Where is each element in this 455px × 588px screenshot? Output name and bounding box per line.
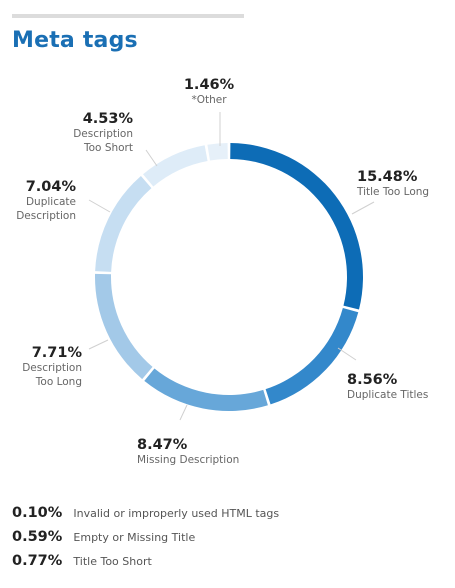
slice-percent-label: 8.56% xyxy=(347,372,398,388)
leader-line xyxy=(88,199,111,213)
leader-line xyxy=(179,404,188,421)
slice-name-label: Description Too Short xyxy=(73,128,133,154)
leader-line xyxy=(337,347,357,361)
slice-duplicate-description xyxy=(95,176,152,272)
slice-name-label: Duplicate Titles xyxy=(347,389,428,401)
top-divider xyxy=(12,14,244,18)
slice-name-label: *Other xyxy=(191,94,227,106)
other-breakdown-legend: 0.10% Invalid or improperly used HTML ta… xyxy=(12,502,279,574)
legend-percent: 0.10% xyxy=(12,505,63,521)
slice-percent-label: 4.53% xyxy=(83,111,134,127)
legend-item-title-too-short: 0.77% Title Too Short xyxy=(12,550,279,574)
legend-item-empty-missing-title: 0.59% Empty or Missing Title xyxy=(12,526,279,550)
legend-percent: 0.77% xyxy=(12,553,63,569)
legend-label: Invalid or improperly used HTML tags xyxy=(73,507,280,520)
legend-item-invalid-html-tags: 0.10% Invalid or improperly used HTML ta… xyxy=(12,502,279,526)
legend-label: Title Too Short xyxy=(73,555,152,568)
slice-duplicate-titles xyxy=(265,308,359,405)
slice-other xyxy=(207,143,228,161)
legend-percent: 0.59% xyxy=(12,529,63,545)
slice-name-label: Description Too Long xyxy=(22,362,82,388)
legend-label: Empty or Missing Title xyxy=(73,531,196,544)
slice-name-label: Title Too Long xyxy=(356,186,429,198)
slice-percent-label: 1.46% xyxy=(184,77,235,93)
slice-title-too-long xyxy=(230,143,363,310)
leader-line xyxy=(351,201,375,215)
slice-percent-label: 7.04% xyxy=(26,179,77,195)
leader-line xyxy=(88,339,109,350)
slice-missing-description xyxy=(144,368,268,411)
slice-percent-label: 8.47% xyxy=(137,437,188,453)
slice-description-too-short xyxy=(143,145,208,187)
page-title: Meta tags xyxy=(12,28,138,53)
slice-name-label: Duplicate Description xyxy=(16,196,76,222)
slice-name-label: Missing Description xyxy=(137,454,239,466)
donut-chart: 15.48%Title Too Long 8.56%Duplicate Title… xyxy=(16,77,429,466)
slice-description-too-long xyxy=(95,273,153,380)
leader-line xyxy=(145,149,158,167)
slice-percent-label: 15.48% xyxy=(357,169,418,185)
slice-percent-label: 7.71% xyxy=(32,345,83,361)
